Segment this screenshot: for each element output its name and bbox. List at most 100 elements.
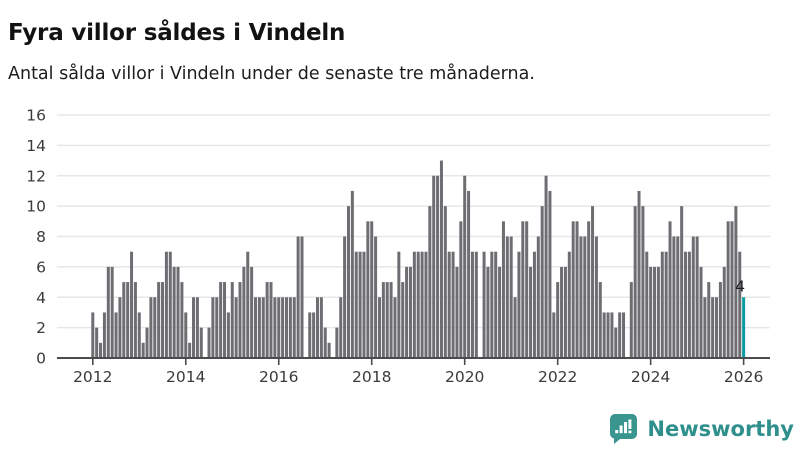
- bar: [467, 190, 471, 358]
- bar: [207, 327, 211, 359]
- bar: [91, 312, 95, 358]
- bar: [447, 251, 451, 358]
- bar: [110, 266, 114, 359]
- bar: [308, 312, 312, 358]
- bar: [513, 297, 517, 358]
- bar: [118, 297, 122, 358]
- bar: [591, 206, 595, 359]
- chart-subtitle: Antal sålda villor i Vindeln under de se…: [8, 64, 535, 84]
- bar: [730, 221, 734, 358]
- bar: [261, 297, 265, 358]
- bar: [335, 327, 339, 359]
- bar: [532, 251, 536, 358]
- bar: [246, 251, 250, 358]
- bar: [711, 297, 715, 358]
- bar: [722, 266, 726, 359]
- bar: [668, 221, 672, 358]
- newsworthy-logo-text: Newsworthy: [647, 416, 794, 441]
- bar: [405, 266, 409, 359]
- bar: [718, 282, 722, 358]
- bar: [575, 221, 579, 358]
- bar: [381, 282, 385, 358]
- bar: [556, 282, 560, 358]
- bar: [285, 297, 288, 358]
- svg-text:2018: 2018: [352, 368, 391, 386]
- svg-text:14: 14: [26, 137, 46, 155]
- bar: [408, 266, 412, 359]
- bar: [695, 236, 699, 358]
- svg-text:12: 12: [26, 167, 46, 185]
- bar: [250, 266, 254, 359]
- bar: [420, 251, 424, 358]
- bar: [327, 342, 331, 358]
- bar: [315, 297, 319, 358]
- bar: [366, 221, 370, 358]
- bar: [377, 297, 381, 358]
- bar: [529, 266, 533, 359]
- bar: [614, 327, 618, 359]
- bar: [106, 266, 110, 359]
- bar: [548, 190, 552, 358]
- bar: [172, 266, 176, 359]
- bar: [517, 251, 521, 358]
- bar: [455, 266, 459, 359]
- bar: [292, 297, 296, 358]
- bar: [474, 251, 478, 358]
- bar: [238, 282, 242, 358]
- bar: [339, 297, 343, 358]
- bar: [567, 251, 571, 358]
- bar: [323, 327, 327, 359]
- bar: [436, 175, 440, 358]
- svg-text:2022: 2022: [538, 368, 577, 386]
- bar: [432, 175, 436, 358]
- bar: [346, 206, 350, 359]
- bar: [257, 297, 261, 358]
- bar: [180, 282, 184, 358]
- bar: [300, 236, 304, 358]
- bar: [102, 312, 106, 358]
- bar: [544, 175, 548, 358]
- bar: [288, 297, 292, 358]
- bar: [141, 342, 145, 358]
- bar: [629, 282, 633, 358]
- bar: [490, 251, 494, 358]
- bar: [164, 251, 168, 358]
- bar: [374, 236, 378, 358]
- bar: [234, 297, 238, 358]
- bar: [269, 282, 273, 358]
- bar: [602, 312, 606, 358]
- bar: [703, 297, 707, 358]
- bar: [153, 297, 157, 358]
- bar: [699, 266, 703, 359]
- bar: [494, 251, 498, 358]
- bar: [583, 236, 587, 358]
- bar: [587, 221, 591, 358]
- bar: [176, 266, 180, 359]
- bar: [486, 266, 490, 359]
- bar: [389, 282, 393, 358]
- svg-text:6: 6: [36, 258, 46, 276]
- bar: [439, 160, 443, 358]
- svg-text:2024: 2024: [631, 368, 670, 386]
- bar: [664, 251, 668, 358]
- y-axis-labels: 0 2 4 6 8 10 12 14 16: [26, 107, 46, 368]
- bar: [498, 266, 502, 359]
- bar: [211, 297, 215, 358]
- bar: [281, 297, 285, 358]
- bar: [319, 297, 323, 358]
- bar: [149, 297, 153, 358]
- bar: [219, 282, 223, 358]
- bar: [188, 342, 192, 358]
- bar: [598, 282, 602, 358]
- bar: [126, 282, 130, 358]
- bar: [645, 251, 649, 358]
- bar: [610, 312, 614, 358]
- bar: [277, 297, 281, 358]
- bar: [633, 206, 637, 359]
- x-axis-ticks: [92, 359, 745, 365]
- bar: [226, 312, 230, 358]
- bar: [738, 251, 742, 358]
- bar: [691, 236, 695, 358]
